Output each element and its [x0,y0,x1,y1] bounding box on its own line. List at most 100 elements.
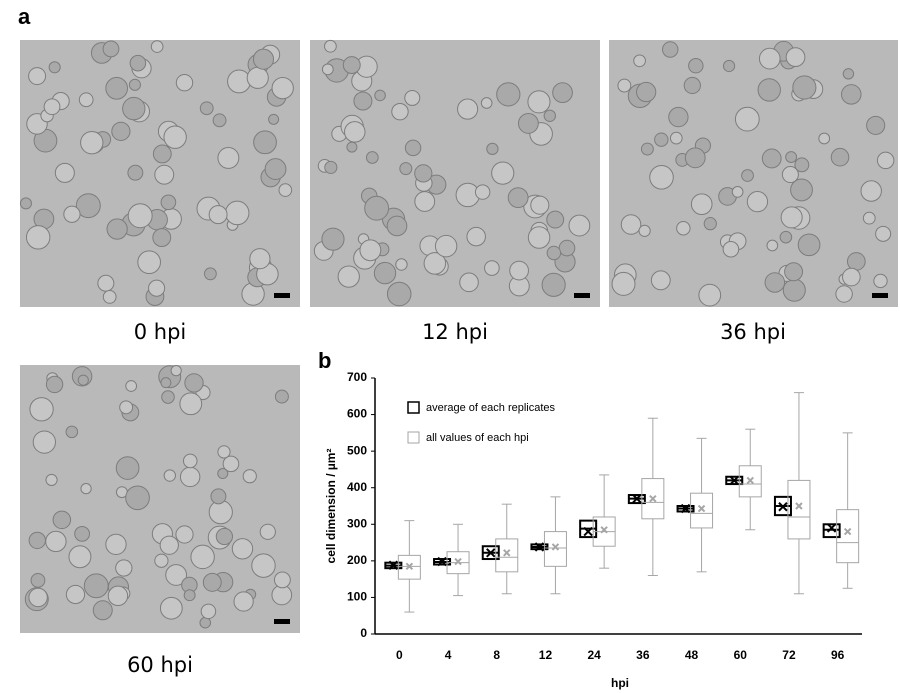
box [495,538,519,573]
cell [649,165,674,190]
scale-bar [574,293,590,298]
cell [179,466,201,488]
cell [758,47,781,70]
x-tick-label: 12 [539,648,553,662]
cell [324,39,337,53]
cell [215,527,234,546]
cell [127,164,144,181]
mean-marker [405,562,414,571]
cell [125,485,150,511]
cell [496,82,521,107]
cell [210,488,227,505]
cell [546,245,562,261]
cell [399,162,413,176]
cell [160,194,177,211]
cell [797,233,821,257]
y-tick-label: 600 [347,407,367,421]
cell [342,56,361,75]
cell [152,144,172,164]
cell [102,40,120,58]
cell [395,258,408,271]
mean-marker [746,476,754,485]
cell [527,90,551,114]
cell [252,48,275,70]
box [397,554,421,580]
cell [546,210,565,229]
cell [43,98,61,116]
cell [175,525,194,544]
micrograph [19,40,300,307]
cell [74,525,90,542]
cell [154,164,175,185]
cell [404,89,421,106]
cell [271,76,294,100]
cell [746,191,769,213]
x-tick-label: 36 [636,648,650,662]
cell [784,262,804,282]
cell [25,225,51,250]
cell [45,375,64,394]
y-tick-label: 500 [347,443,367,457]
cell [781,165,799,184]
cell [224,200,250,226]
x-axis-label: hpi [611,676,629,690]
cell [253,130,277,155]
cell [48,61,61,74]
cell [517,113,539,134]
cell [842,267,861,287]
cell [105,76,129,100]
box [690,492,714,529]
cell [183,589,196,602]
cell [698,283,722,307]
cell [434,234,458,258]
mean-marker [778,502,788,512]
cell [212,113,227,128]
micrograph [609,40,898,307]
image-caption: 0 hpi [134,320,187,344]
panel-label: b [318,348,331,373]
cell [346,141,358,153]
cell [734,106,760,132]
cell [391,102,409,121]
cell [703,217,717,231]
cell [530,195,550,215]
cell [764,272,786,293]
cell [840,84,862,105]
cell [818,132,831,145]
cell [386,215,408,237]
cell [862,211,876,225]
cell [722,59,736,73]
y-tick-label: 300 [347,516,367,530]
cell [208,500,233,525]
cell [148,279,166,297]
cell [278,183,293,197]
cell [676,221,691,236]
cell [474,184,491,200]
x-tick-label: 96 [831,648,845,662]
cell [683,76,701,95]
cell [32,430,56,454]
cell [790,178,813,202]
cell [128,78,141,91]
cell [29,397,54,422]
cell [321,63,334,76]
mean-marker [454,557,462,566]
cell [184,373,204,393]
cell [45,530,67,553]
cell [543,109,556,122]
cell [122,96,146,121]
cell [423,252,447,275]
mean-marker [729,475,739,486]
cell [374,89,386,102]
cell [661,41,679,58]
cell [115,456,140,480]
cell [364,195,390,221]
cell [163,125,187,149]
y-tick-label: 100 [347,590,367,604]
cell [30,573,46,588]
cell [782,278,806,302]
cell [129,54,147,72]
mean-marker [388,560,399,570]
mean-marker [486,548,496,558]
cell [353,91,373,111]
